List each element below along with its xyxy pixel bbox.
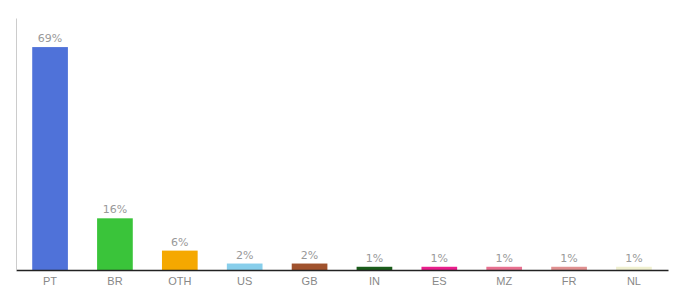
bar (421, 267, 457, 270)
plot: PT BR OTH US GB IN ES MZ FR NL 69% 16% 6% 2% 2% 1% 1% 1% 1… (17, 19, 669, 287)
x-tick-label: OTH (168, 275, 191, 287)
x-tick-label: IN (369, 275, 380, 287)
data-label: 1% (495, 252, 512, 265)
x-tick-label: NL (627, 275, 641, 287)
bars (32, 47, 652, 270)
x-tick-label: MZ (496, 275, 512, 287)
y-axis (16, 19, 17, 271)
data-label: 1% (560, 252, 577, 265)
x-axis-line (17, 270, 669, 272)
bar (292, 264, 328, 270)
data-label: 16% (103, 203, 127, 216)
bar (97, 218, 133, 270)
data-label: 1% (366, 252, 383, 265)
x-tick-label: BR (107, 275, 122, 287)
x-tick: FR (562, 275, 577, 287)
data-label: 2% (301, 249, 318, 262)
x-tick-label: GB (302, 275, 318, 287)
data-label: 1% (431, 252, 448, 265)
bar (357, 267, 393, 270)
x-tick: PT (43, 275, 57, 287)
data-label: 6% (171, 236, 188, 249)
x-tick: IN (369, 275, 380, 287)
y-axis-line (16, 19, 17, 271)
x-tick: GB (302, 275, 318, 287)
x-axis: PT BR OTH US GB IN ES MZ FR NL (17, 271, 669, 287)
x-tick: ES (432, 275, 447, 287)
x-tick-label: PT (43, 275, 57, 287)
x-tick-label: US (237, 275, 252, 287)
x-tick-label: ES (432, 275, 447, 287)
data-label: 69% (38, 32, 62, 45)
bar (32, 47, 68, 270)
x-tick: OTH (168, 275, 191, 287)
bar (227, 264, 263, 270)
x-tick: US (237, 275, 252, 287)
x-tick: NL (627, 275, 641, 287)
x-tick: BR (107, 275, 122, 287)
bar (551, 267, 587, 270)
bar (162, 251, 198, 270)
data-label: 2% (236, 249, 253, 262)
bar (616, 267, 652, 270)
chart: PT BR OTH US GB IN ES MZ FR NL 69% 16% 6% 2% 2% 1% 1% 1% 1… (0, 0, 680, 300)
x-tick: MZ (496, 275, 512, 287)
data-label: 1% (625, 252, 642, 265)
data-labels: 69% 16% 6% 2% 2% 1% 1% 1% 1% 1% (38, 32, 643, 265)
bar (486, 267, 522, 270)
x-tick-label: FR (562, 275, 577, 287)
